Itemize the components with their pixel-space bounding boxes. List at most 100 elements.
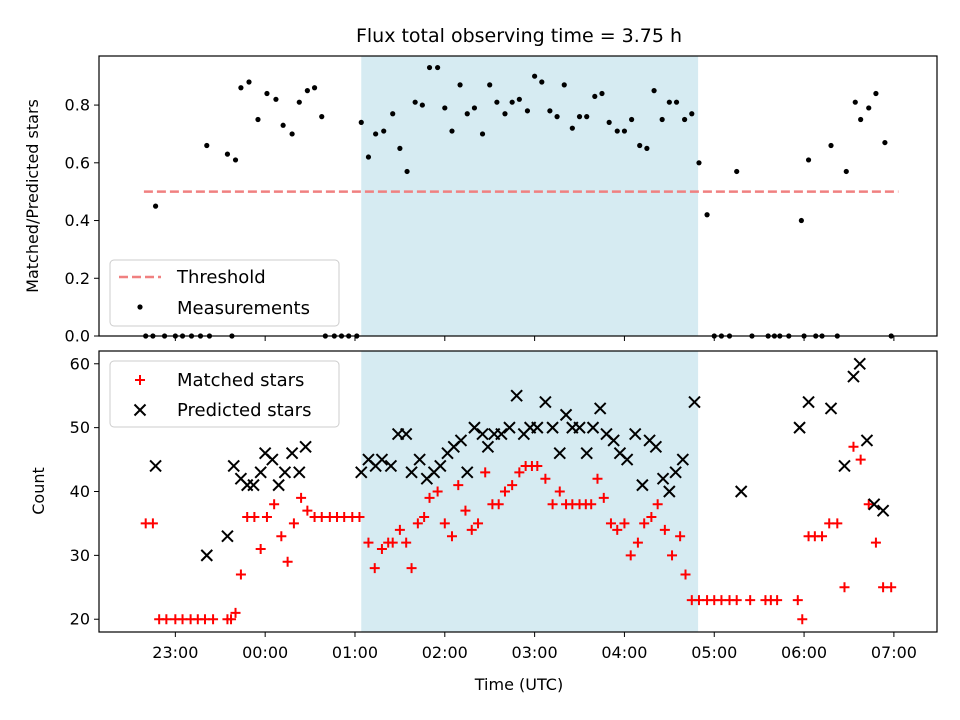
- measurement-point: [882, 139, 888, 146]
- measurement-point: [576, 114, 583, 120]
- matched-star-point: [639, 518, 650, 529]
- measurement-point: [264, 90, 270, 97]
- measurement-point: [637, 142, 643, 149]
- predicted-star-point: [559, 408, 573, 422]
- matched-star-point: [466, 524, 477, 535]
- predicted-star-point: [649, 440, 663, 454]
- measurement-point: [592, 93, 598, 100]
- x-axis-label: Time (UTC): [474, 675, 563, 694]
- predicted-star-point: [299, 440, 312, 454]
- measurement-point: [224, 151, 231, 157]
- matched-star-point: [848, 441, 859, 452]
- matched-star-point: [147, 518, 158, 529]
- measurement-point: [569, 125, 575, 131]
- predicted-star-point: [607, 434, 620, 447]
- measurement-point: [381, 128, 387, 134]
- matched-star-point: [659, 524, 670, 535]
- matched-star-point: [547, 499, 558, 510]
- measurement-point: [296, 99, 302, 105]
- measurement-point: [152, 203, 159, 209]
- predicted-star-point: [375, 453, 389, 466]
- predicted-star-point: [636, 478, 649, 492]
- measurement-point: [311, 85, 318, 91]
- matched-star-point: [208, 614, 219, 625]
- y-tick-label: 0.4: [65, 211, 90, 230]
- measurement-point: [464, 111, 470, 117]
- predicted-star-point: [853, 357, 866, 370]
- predicted-star-point: [553, 446, 566, 460]
- y-tick-label: 0.6: [65, 153, 90, 172]
- predicted-star-point: [247, 478, 260, 492]
- y-tick-label: 0.8: [65, 96, 90, 115]
- predicted-star-point: [656, 472, 670, 485]
- measurement-point: [682, 116, 688, 123]
- predicted-star-point: [405, 466, 418, 479]
- measurement-point: [390, 111, 396, 117]
- matched-star-point: [439, 518, 450, 529]
- y-tick-label: 30: [70, 546, 90, 565]
- predicted-star-point: [860, 434, 874, 447]
- predicted-star-point: [876, 504, 890, 517]
- matched-star-point: [269, 499, 280, 510]
- legend-measurement-label: Measurements: [177, 298, 310, 319]
- matched-star-point: [619, 518, 630, 529]
- measurement-point: [704, 212, 710, 218]
- legend-bottom: Matched stars Predicted stars: [109, 360, 340, 428]
- matched-star-point: [419, 512, 430, 523]
- measurement-point: [866, 105, 872, 111]
- y-tick-label: 50: [70, 418, 90, 437]
- matched-star-point: [792, 595, 803, 606]
- matched-star-point: [161, 614, 172, 625]
- measurement-point: [561, 82, 567, 88]
- measurement-point: [471, 105, 478, 111]
- measurement-point: [255, 116, 261, 123]
- predicted-star-point: [503, 421, 516, 434]
- matched-star-point: [797, 614, 808, 625]
- matched-star-point: [652, 499, 663, 510]
- matched-star-point: [276, 531, 287, 542]
- predicted-star-point: [285, 446, 299, 460]
- legend-measurement-swatch: [137, 304, 143, 310]
- measurement-point: [599, 90, 605, 97]
- measurement-point: [734, 168, 740, 175]
- measurement-point: [319, 114, 325, 120]
- observing-time-span: [361, 351, 699, 632]
- measurement-point: [397, 145, 403, 151]
- matched-star-point: [745, 595, 756, 606]
- matched-star-point: [230, 607, 241, 618]
- matched-star-point: [680, 569, 691, 580]
- x-tick-label: 00:00: [242, 643, 288, 662]
- matched-star-point: [249, 512, 260, 523]
- predicted-star-point: [734, 485, 748, 498]
- matched-star-point: [772, 595, 783, 606]
- matched-star-point: [446, 531, 457, 542]
- matched-star-point: [646, 512, 657, 523]
- y-tick-label: 0.0: [65, 327, 90, 346]
- legend-matched-label: Matched stars: [177, 370, 304, 391]
- matched-star-point: [387, 537, 398, 548]
- matched-star-point: [460, 505, 471, 516]
- predicted-star-point: [468, 421, 481, 434]
- measurement-point: [412, 99, 418, 105]
- matched-star-point: [514, 467, 525, 478]
- measurement-point: [358, 119, 364, 125]
- predicted-star-point: [573, 421, 586, 434]
- predicted-star-point: [266, 453, 279, 466]
- matched-star-point: [296, 492, 307, 503]
- matched-star-point: [540, 473, 551, 484]
- measurement-point: [659, 116, 665, 123]
- predicted-star-point: [593, 402, 607, 415]
- matched-star-point: [554, 486, 565, 497]
- predicted-star-point: [663, 485, 676, 498]
- predicted-star-point: [838, 459, 851, 473]
- legend-top: Threshold Measurements: [109, 259, 340, 327]
- measurement-point: [644, 145, 650, 151]
- measurement-point: [487, 82, 493, 88]
- measurement-point: [419, 102, 425, 108]
- predicted-star-point: [580, 446, 593, 460]
- measurement-point: [828, 142, 834, 149]
- matched-star-point: [354, 512, 365, 523]
- matched-star-point: [598, 492, 609, 503]
- measurement-point: [204, 142, 210, 149]
